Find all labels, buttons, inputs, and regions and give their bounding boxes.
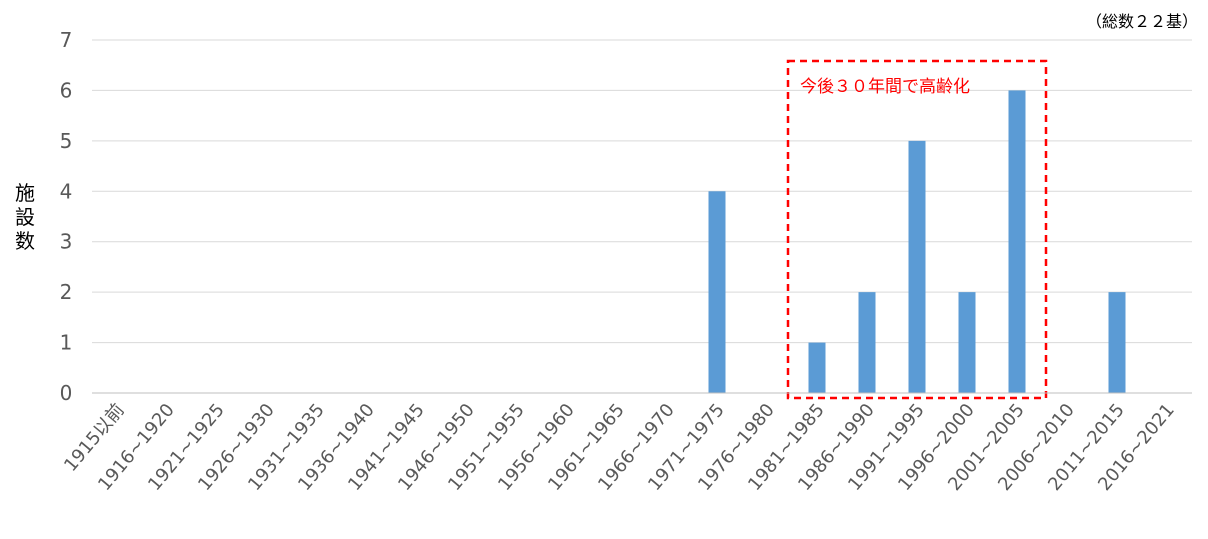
- bar: [908, 140, 926, 393]
- y-tick-label: 5: [60, 129, 73, 153]
- bar: [858, 292, 876, 393]
- gridlines: [92, 39, 1192, 344]
- highlight-annotation: 今後３０年間で高齢化: [800, 77, 970, 97]
- y-tick-label: 6: [60, 78, 73, 102]
- y-tick-label: 2: [60, 280, 73, 304]
- bar: [1108, 292, 1126, 393]
- y-tick-label: 1: [60, 331, 73, 355]
- bar: [958, 292, 976, 393]
- bar: [1008, 90, 1026, 393]
- x-axis-ticks: 1915以前1916~19201921~19251926~19301931~19…: [60, 400, 1179, 495]
- highlight-box: [786, 59, 1048, 400]
- y-axis-ticks: 0 1 2 3 4 5 6 7: [60, 28, 73, 405]
- bar: [708, 191, 726, 393]
- y-tick-label: 4: [60, 179, 73, 203]
- y-tick-label: 3: [60, 230, 73, 254]
- y-axis-label: 施設数: [15, 181, 35, 253]
- highlight-region: 今後３０年間で高齢化: [786, 59, 1048, 400]
- y-tick-label: 0: [60, 381, 73, 405]
- total-note: （総数２２基）: [1086, 12, 1198, 31]
- bar: [808, 342, 826, 393]
- bars: [708, 90, 1126, 393]
- y-tick-label: 7: [60, 28, 73, 52]
